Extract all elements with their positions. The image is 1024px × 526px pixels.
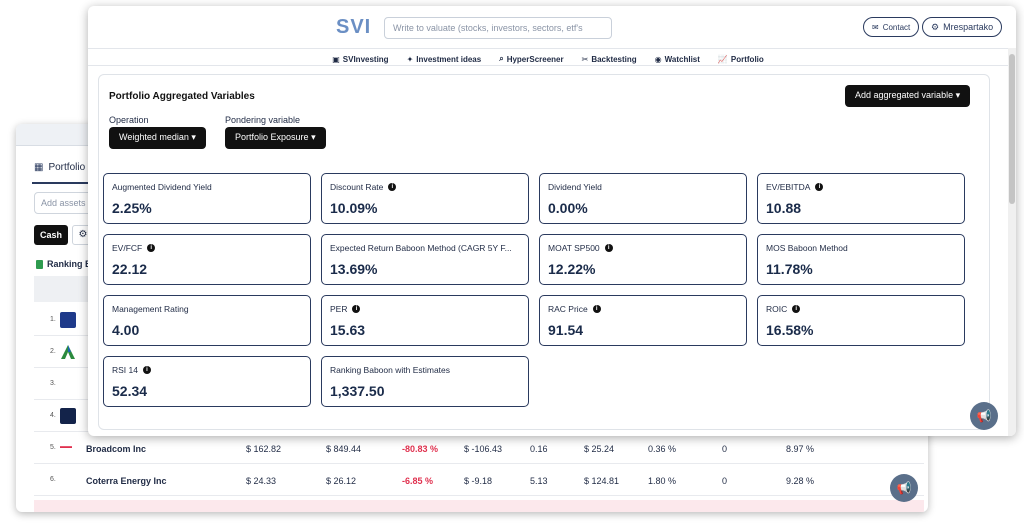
info-icon[interactable]: i bbox=[143, 366, 151, 374]
company-logo bbox=[60, 344, 76, 360]
metric-card[interactable]: Expected Return Baboon Method (CAGR 5Y F… bbox=[321, 234, 529, 285]
metric-card[interactable]: RSI 14 i 52.34 bbox=[103, 356, 311, 407]
aggregated-variables-panel: Portfolio Aggregated Variables Add aggre… bbox=[98, 74, 990, 430]
metric-name: PER i bbox=[330, 304, 361, 314]
metric-name: Ranking Baboon with Estimates bbox=[330, 365, 451, 375]
metric-card[interactable]: EV/FCF i 22.12 bbox=[103, 234, 311, 285]
table-icon: ▦ bbox=[34, 162, 44, 173]
metric-value: 91.54 bbox=[548, 322, 584, 338]
table-row[interactable]: 6. Coterra Energy Inc $ 24.33 $ 26.12 -6… bbox=[34, 464, 924, 496]
sheet-icon bbox=[36, 259, 43, 269]
gear-icon: ⚙ bbox=[931, 21, 940, 32]
metric-value: 12.22% bbox=[548, 261, 596, 277]
briefcase-icon: ▣ bbox=[332, 54, 340, 64]
info-icon[interactable]: i bbox=[792, 305, 801, 313]
metric-card[interactable]: EV/EBITDA i 10.88 bbox=[757, 173, 965, 224]
bulb-icon: ✦ bbox=[406, 54, 414, 64]
metric-card[interactable]: Ranking Baboon with Estimates 1,337.50 bbox=[321, 356, 529, 407]
add-aggregated-variable-button[interactable]: Add aggregated variable ▾ bbox=[845, 85, 971, 107]
metric-value: 13.69% bbox=[330, 261, 378, 277]
info-icon[interactable]: i bbox=[388, 183, 397, 191]
main-nav: ▣ SVInvesting ✦ Investment ideas ⌕ HyperScr… bbox=[88, 48, 1008, 66]
caret-down-icon: ▾ bbox=[191, 132, 196, 142]
svi-logo[interactable]: SVI bbox=[336, 16, 372, 38]
nav-portfolio[interactable]: 📈 Portfolio bbox=[717, 54, 764, 64]
table-row[interactable]: 5. ▬▬ Broadcom Inc $ 162.82 $ 849.44 -80… bbox=[34, 432, 924, 464]
operation-label: Operation bbox=[109, 115, 149, 125]
nav-svinvesting[interactable]: ▣ SVInvesting bbox=[332, 54, 389, 64]
company-logo bbox=[60, 312, 76, 328]
ranking-label: Ranking B bbox=[36, 259, 92, 269]
contact-button[interactable]: ✉ Contact bbox=[863, 17, 920, 37]
company-logo: ▬▬ bbox=[60, 444, 72, 450]
metric-value: 52.34 bbox=[112, 383, 148, 399]
scrollbar-thumb[interactable] bbox=[1009, 54, 1015, 204]
metric-name: EV/FCF i bbox=[112, 243, 156, 253]
pondering-dropdown[interactable]: Portfolio Exposure ▾ bbox=[225, 127, 326, 149]
metric-name: MOS Baboon Method bbox=[766, 243, 848, 253]
panel-title: Portfolio Aggregated Variables bbox=[109, 91, 255, 102]
nav-backtesting[interactable]: ✂ Backtesting bbox=[581, 54, 637, 64]
tab-underline bbox=[32, 182, 102, 184]
aggregated-variables-window: SVI Write to valuate (stocks, investors,… bbox=[88, 6, 1016, 436]
cash-button[interactable]: Cash bbox=[34, 225, 69, 245]
scrollbar[interactable] bbox=[1008, 48, 1016, 436]
metric-value: 11.78% bbox=[766, 261, 813, 277]
info-icon[interactable]: i bbox=[352, 305, 361, 313]
metric-value: 4.00 bbox=[112, 322, 140, 338]
metric-card[interactable]: RAC Price i 91.54 bbox=[539, 295, 747, 346]
chart-icon: 📈 bbox=[717, 54, 728, 64]
metric-name: Dividend Yield bbox=[548, 182, 602, 192]
metric-value: 22.12 bbox=[112, 261, 148, 277]
search-input[interactable]: Write to valuate (stocks, investors, sec… bbox=[384, 17, 612, 39]
metric-value: 15.63 bbox=[330, 322, 366, 338]
metric-card[interactable]: Discount Rate i 10.09% bbox=[321, 173, 529, 224]
metric-card[interactable]: Dividend Yield 0.00% bbox=[539, 173, 747, 224]
pondering-label: Pondering variable bbox=[225, 115, 301, 125]
metric-name: Management Rating bbox=[112, 304, 189, 314]
metric-value: 10.09% bbox=[330, 200, 378, 216]
megaphone-icon[interactable]: 📢 bbox=[890, 474, 918, 502]
nav-watchlist[interactable]: ◉ Watchlist bbox=[654, 54, 700, 64]
metric-name: RSI 14 i bbox=[112, 365, 151, 375]
nav-hyperscreener[interactable]: ⌕ HyperScreener bbox=[499, 54, 564, 64]
metric-card[interactable]: Augmented Dividend Yield 2.25% bbox=[103, 173, 311, 224]
metric-card[interactable]: PER i 15.63 bbox=[321, 295, 529, 346]
megaphone-icon[interactable]: 📢 bbox=[970, 402, 998, 430]
metric-card[interactable]: MOAT SP500 i 12.22% bbox=[539, 234, 747, 285]
metric-value: 0.00% bbox=[548, 200, 588, 216]
info-icon[interactable]: i bbox=[147, 244, 156, 252]
nav-investment-ideas[interactable]: ✦ Investment ideas bbox=[406, 54, 482, 64]
search-icon: ⌕ bbox=[499, 54, 504, 63]
metric-card[interactable]: MOS Baboon Method 11.78% bbox=[757, 234, 965, 285]
metric-card[interactable]: ROIC i 16.58% bbox=[757, 295, 965, 346]
eye-icon: ◉ bbox=[654, 54, 662, 64]
metric-value: 10.88 bbox=[766, 200, 802, 216]
caret-down-icon: ▾ bbox=[955, 90, 961, 100]
envelope-icon: ✉ bbox=[872, 22, 879, 32]
metric-name: Augmented Dividend Yield bbox=[112, 182, 212, 192]
metric-value: 2.25% bbox=[112, 200, 152, 216]
caret-down-icon: ▾ bbox=[311, 132, 316, 142]
metric-name: Discount Rate i bbox=[330, 182, 397, 192]
table-row[interactable] bbox=[34, 500, 924, 512]
metric-name: RAC Price i bbox=[548, 304, 601, 314]
metric-name: MOAT SP500 i bbox=[548, 243, 613, 253]
metric-value: 16.58% bbox=[766, 322, 814, 338]
info-icon[interactable]: i bbox=[604, 244, 613, 252]
user-menu-button[interactable]: ⚙ Mrespartako bbox=[922, 17, 1003, 37]
metric-name: ROIC i bbox=[766, 304, 801, 314]
metric-value: 1,337.50 bbox=[330, 383, 385, 399]
metric-name: Expected Return Baboon Method (CAGR 5Y F… bbox=[330, 243, 512, 253]
info-icon[interactable]: i bbox=[815, 183, 824, 191]
company-logo bbox=[60, 408, 76, 424]
tools-icon: ✂ bbox=[581, 54, 589, 64]
operation-dropdown[interactable]: Weighted median ▾ bbox=[109, 127, 206, 149]
info-icon[interactable]: i bbox=[592, 305, 601, 313]
metric-name: EV/EBITDA i bbox=[766, 182, 824, 192]
tab-portfolio[interactable]: ▦ Portfolio bbox=[34, 162, 86, 173]
metric-card[interactable]: Management Rating 4.00 bbox=[103, 295, 311, 346]
